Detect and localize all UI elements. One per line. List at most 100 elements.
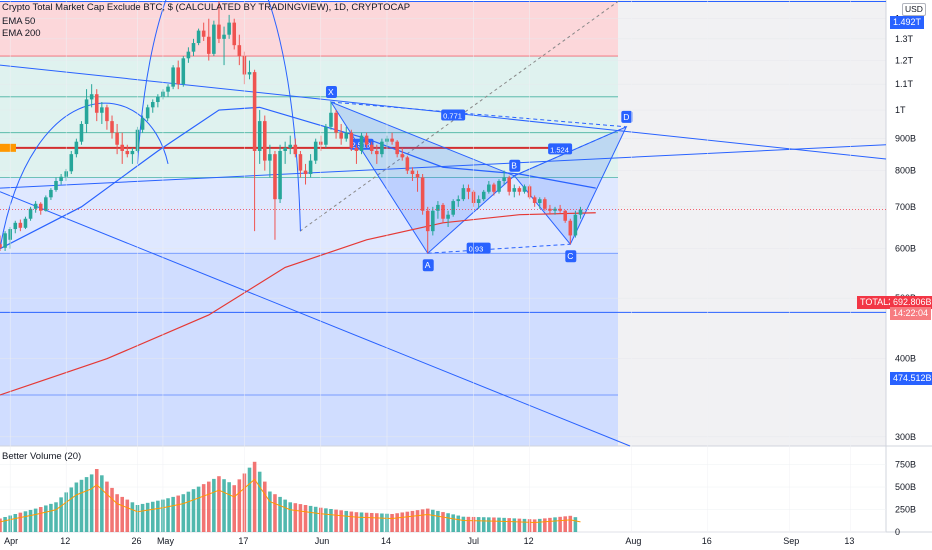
chart-title: Crypto Total Market Cap Exclude BTC, $ (… — [2, 2, 411, 13]
candle — [28, 206, 33, 221]
candle-body — [532, 197, 537, 203]
volume-bar — [79, 479, 84, 532]
candle — [262, 115, 267, 171]
candle-body — [461, 188, 466, 200]
volume-bar — [415, 510, 420, 532]
candle-body — [94, 94, 99, 113]
candle — [181, 56, 186, 87]
candle-body — [145, 107, 150, 119]
candle — [79, 121, 84, 145]
currency-unit[interactable]: USD — [902, 3, 926, 16]
candle — [156, 94, 160, 108]
candle — [18, 219, 23, 232]
candle-body — [222, 34, 226, 39]
volume-bar — [54, 502, 58, 532]
candle-body — [38, 203, 43, 211]
time-tick-label: Sep — [783, 536, 799, 546]
candle-body — [171, 67, 175, 87]
price-tick-label: 1.2T — [895, 56, 914, 66]
candle-body — [115, 132, 119, 145]
volume-bar — [308, 505, 313, 532]
volume-bar — [28, 509, 33, 532]
volume-bar — [181, 494, 186, 532]
volume-bar — [18, 512, 23, 532]
bottom-level-price-tag: 474.512B — [890, 372, 932, 385]
price-tick-label: 300B — [895, 432, 916, 442]
pattern-ratio-label: 0.93 — [469, 245, 484, 254]
volume-bar — [420, 509, 425, 532]
candle — [150, 99, 155, 113]
volume-bar — [461, 516, 466, 532]
candle-body — [420, 177, 425, 211]
volume-bar — [359, 512, 364, 532]
volume-bar — [563, 516, 567, 532]
ema200-legend: EMA 200 — [2, 28, 41, 39]
candle — [13, 220, 18, 234]
candle — [298, 150, 303, 178]
time-tick-label: 16 — [702, 536, 712, 546]
candle-body — [563, 210, 567, 221]
candle — [166, 84, 170, 97]
pattern-point-c: C — [567, 251, 573, 261]
candle-body — [380, 141, 384, 155]
volume-bar — [145, 502, 150, 532]
volume-bar — [288, 502, 293, 532]
candle — [84, 89, 89, 133]
candle — [375, 144, 379, 164]
candle — [441, 202, 445, 223]
volume-bar — [120, 496, 124, 532]
candle-body — [400, 154, 405, 158]
candle-body — [364, 135, 369, 145]
candle-body — [105, 107, 109, 122]
candle-body — [375, 150, 379, 155]
volume-bar — [324, 508, 328, 532]
volume-tick-label: 250B — [895, 505, 916, 515]
candle-body — [74, 141, 79, 155]
pattern-point-a-box — [422, 259, 434, 272]
volume-bar — [410, 510, 415, 532]
candle-body — [410, 170, 415, 175]
pattern-bd-line — [514, 126, 627, 177]
candle — [329, 102, 333, 130]
candle — [405, 155, 410, 175]
time-tick-label: 12 — [524, 536, 534, 546]
candle — [94, 89, 99, 122]
pattern-ratio-label: 0.771 — [443, 112, 462, 121]
candle-body — [517, 188, 522, 192]
volume-bar — [329, 508, 333, 532]
volume-bar — [262, 481, 267, 532]
volume-bar — [217, 476, 221, 532]
candle-body — [0, 244, 2, 248]
candle-body — [481, 191, 486, 200]
candle — [451, 199, 455, 217]
candle-body — [217, 24, 221, 39]
candle — [54, 177, 58, 192]
candle-body — [3, 233, 7, 248]
volume-bar — [466, 516, 471, 532]
volume-bar — [517, 518, 522, 532]
volume-bar — [487, 517, 491, 532]
future-area — [618, 0, 886, 446]
volume-bar — [375, 513, 379, 532]
candle-body — [303, 170, 308, 175]
candle-body — [502, 177, 506, 181]
candle-body — [436, 204, 440, 211]
volume-bar — [156, 500, 160, 532]
candle-body — [543, 199, 547, 209]
candle — [313, 138, 318, 164]
candle — [74, 138, 79, 158]
candle-body — [487, 184, 491, 192]
candle — [532, 195, 537, 207]
candle — [278, 144, 282, 203]
candle — [23, 216, 28, 230]
volume-bar — [339, 510, 343, 532]
candle — [115, 123, 119, 155]
candle — [283, 141, 287, 164]
ema50-legend: EMA 50 — [2, 16, 36, 27]
candle — [125, 144, 130, 158]
candle — [3, 231, 7, 251]
volume-bar — [268, 491, 272, 532]
candle-body — [227, 22, 231, 35]
candle-body — [349, 132, 354, 148]
